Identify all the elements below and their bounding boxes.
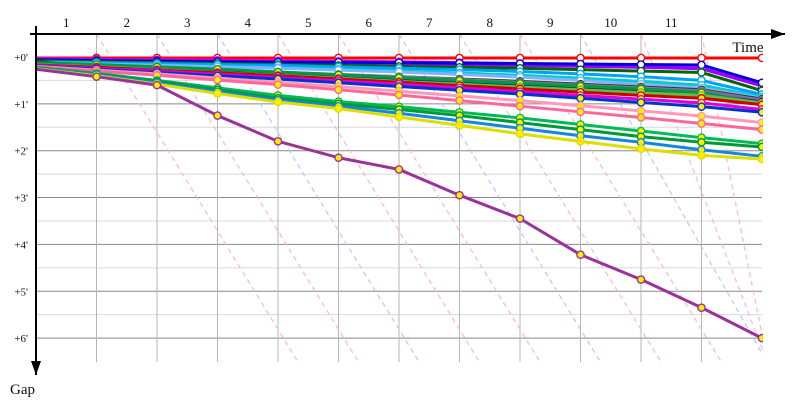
- data-point[interactable]: [515, 101, 525, 111]
- data-point[interactable]: [757, 78, 765, 88]
- x-tick-label: 1: [63, 15, 70, 30]
- data-point[interactable]: [697, 137, 706, 147]
- data-point[interactable]: [697, 151, 706, 160]
- data-point[interactable]: [213, 75, 222, 85]
- data-point[interactable]: [394, 112, 404, 122]
- data-point[interactable]: [697, 102, 706, 111]
- x-tick-label: 5: [305, 15, 312, 30]
- series-layer: [36, 53, 765, 343]
- x-tick-label: 6: [366, 15, 373, 30]
- data-point[interactable]: [757, 333, 765, 343]
- y-tick-labels: +0' +1' +2' +3' +4' +5' +6': [14, 52, 28, 345]
- x-axis-title: Time: [732, 40, 763, 56]
- data-point[interactable]: [334, 153, 343, 163]
- data-point[interactable]: [273, 80, 283, 89]
- data-point[interactable]: [697, 303, 706, 312]
- data-point[interactable]: [576, 107, 585, 117]
- x-tick-label: 11: [665, 15, 678, 30]
- y-tick-label: +2': [14, 146, 28, 158]
- data-point[interactable]: [334, 104, 343, 113]
- y-tick-label: +6': [14, 333, 28, 345]
- data-point[interactable]: [757, 154, 765, 164]
- data-point[interactable]: [576, 93, 585, 103]
- x-axis-arrow: [771, 29, 785, 39]
- data-point[interactable]: [757, 107, 765, 117]
- data-point[interactable]: [394, 165, 404, 174]
- data-point[interactable]: [152, 80, 162, 90]
- data-point[interactable]: [697, 53, 706, 63]
- reference-line: [95, 34, 299, 362]
- data-point[interactable]: [273, 137, 283, 146]
- x-tick-label: 2: [124, 15, 131, 30]
- data-point[interactable]: [697, 68, 706, 77]
- data-point[interactable]: [697, 111, 706, 121]
- x-tick-label: 7: [426, 15, 433, 30]
- data-point[interactable]: [576, 137, 585, 146]
- y-tick-label: +4': [14, 239, 28, 251]
- data-point[interactable]: [273, 97, 283, 107]
- data-point[interactable]: [757, 53, 765, 63]
- data-point[interactable]: [757, 118, 765, 127]
- data-point[interactable]: [636, 144, 646, 154]
- x-tick-labels: 1 2 3 4 5 6 7 8 9 10 11: [63, 15, 678, 30]
- data-point[interactable]: [636, 98, 646, 107]
- x-tick-label: 3: [184, 15, 191, 30]
- data-point[interactable]: [697, 60, 706, 70]
- x-tick-label: 9: [547, 15, 554, 30]
- data-point[interactable]: [213, 111, 222, 120]
- y-tick-label: +0': [14, 52, 28, 64]
- x-tick-label: 4: [245, 15, 252, 30]
- data-point[interactable]: [455, 121, 464, 130]
- y-tick-label: +3': [14, 193, 28, 205]
- y-axis-arrow: [31, 361, 41, 375]
- data-point[interactable]: [515, 214, 525, 223]
- y-axis-title: Gap: [10, 382, 35, 398]
- data-point[interactable]: [757, 142, 765, 152]
- data-point[interactable]: [394, 90, 404, 100]
- data-point[interactable]: [213, 89, 222, 98]
- data-point[interactable]: [697, 119, 706, 128]
- y-tick-label: +1': [14, 99, 28, 111]
- x-tick-label: 8: [487, 15, 494, 30]
- data-point[interactable]: [515, 129, 525, 139]
- data-point[interactable]: [576, 250, 585, 260]
- data-point[interactable]: [334, 85, 343, 95]
- x-tick-label: 10: [604, 15, 617, 30]
- reference-line: [216, 34, 420, 362]
- markers-rider-24: [92, 72, 765, 343]
- data-point[interactable]: [636, 113, 646, 122]
- data-point[interactable]: [92, 72, 101, 81]
- data-point[interactable]: [757, 125, 765, 134]
- data-point[interactable]: [455, 96, 464, 105]
- y-tick-label: +5': [14, 286, 28, 298]
- data-point[interactable]: [455, 190, 464, 200]
- data-point[interactable]: [636, 275, 646, 284]
